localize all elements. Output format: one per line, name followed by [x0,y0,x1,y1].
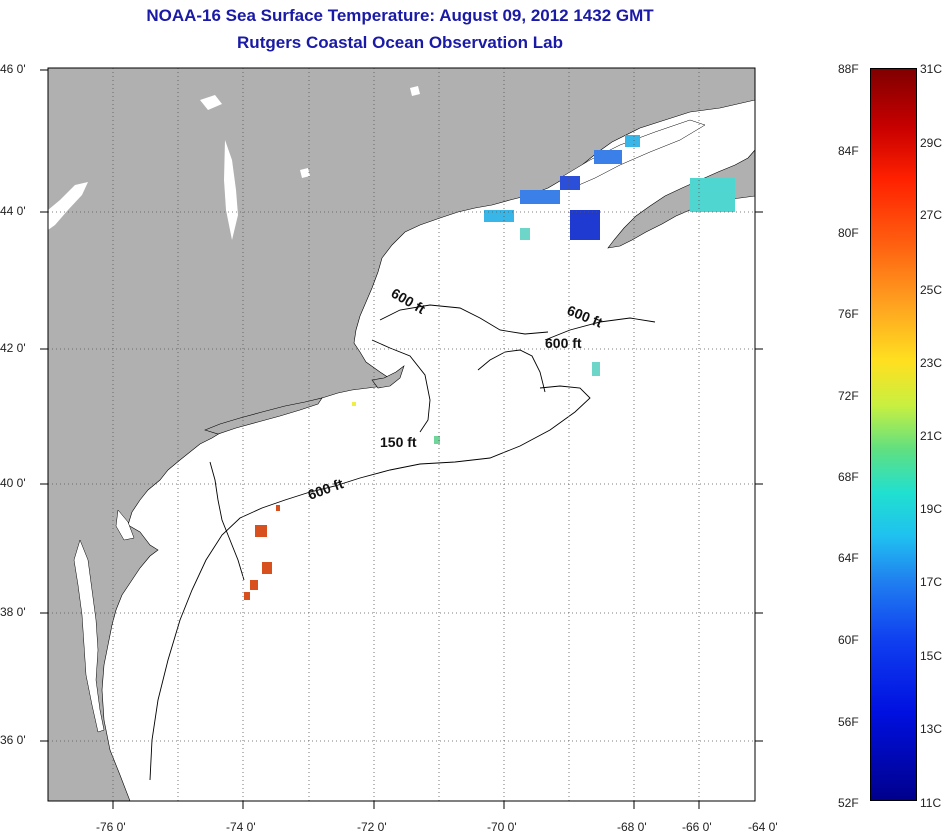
colorbar-f-label: 52F [838,796,859,810]
colorbar-f-label: 68F [838,470,859,484]
colorbar-f-label: 88F [838,62,859,76]
colorbar-c-label: 11C [920,796,942,810]
colorbar-c-label: 25C [920,283,943,297]
colorbar-c-label: 31C [920,62,943,76]
depth-contours [149,304,656,781]
lat-label: 40 0' [0,476,26,490]
chesapeake-bay [73,539,105,733]
inland-lake [224,140,238,240]
colorbar-c-label: 27C [920,208,943,222]
lat-label: 44 0' [0,204,26,218]
lon-label: -70 0' [487,820,517,834]
colorbar-f-label: 64F [838,551,859,565]
lat-label: 36 0' [0,733,26,747]
lon-label: -64 0' [748,820,778,834]
map-frame [47,67,756,802]
delaware-bay [115,509,135,541]
lon-label: -68 0' [617,820,647,834]
temperature-colorbar [870,68,917,801]
colorbar-f-label: 84F [838,144,859,158]
colorbar-c-label: 13C [920,722,943,736]
colorbar-f-label: 76F [838,307,859,321]
chart-title: NOAA-16 Sea Surface Temperature: August … [146,6,654,25]
lat-label: 42 0' [0,341,26,355]
colorbar-c-label: 21C [920,429,943,443]
sst-pixels [244,135,735,600]
bay-of-fundy [559,119,706,189]
axis-ticks [40,69,763,809]
colorbar-c-label: 15C [920,649,943,663]
colorbar-c-label: 19C [920,502,943,516]
colorbar-c-label: 29C [920,136,943,150]
inland-lake [300,168,310,178]
colorbar-f-label: 72F [838,389,859,403]
inland-lake [410,86,420,96]
colorbar-f-label: 80F [838,226,859,240]
colorbar-c-label: 17C [920,575,943,589]
lat-label: 46 0' [0,62,26,76]
lon-label: -72 0' [357,820,387,834]
chart-subtitle: Rutgers Coastal Ocean Observation Lab [237,33,563,52]
lon-label: -74 0' [226,820,256,834]
colorbar-f-label: 56F [838,715,859,729]
lon-label: -76 0' [96,820,126,834]
depth-label: 150 ft [380,434,417,450]
colorbar-f-label: 60F [838,633,859,647]
depth-label: 600 ft [545,335,582,351]
long-island-land [204,397,323,435]
cape-cod-land [371,365,405,389]
colorbar-c-label: 23C [920,356,943,370]
inland-lake [48,182,88,230]
lat-label: 38 0' [0,605,26,619]
inland-lake [200,95,222,110]
lon-label: -66 0' [682,820,712,834]
